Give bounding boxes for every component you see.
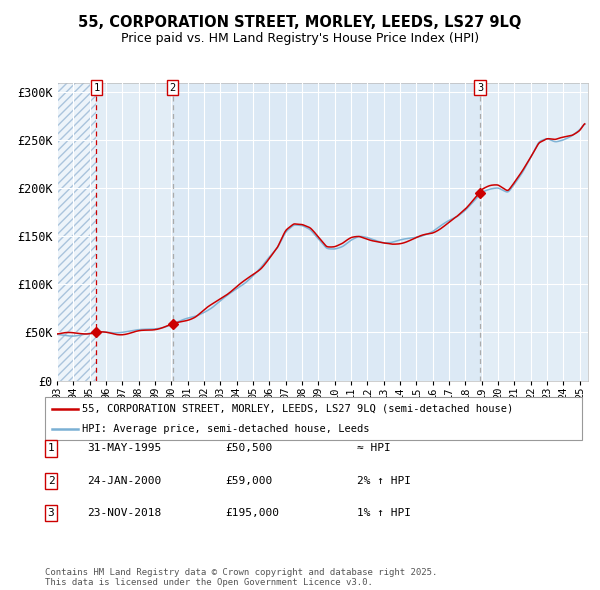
Text: 2: 2: [169, 83, 176, 93]
Text: £59,000: £59,000: [225, 476, 272, 486]
Bar: [480, 83, 588, 381]
Text: 24-JAN-2000: 24-JAN-2000: [87, 476, 161, 486]
Bar: [57, 83, 97, 381]
Bar: [57, 83, 97, 381]
Text: 1% ↑ HPI: 1% ↑ HPI: [357, 509, 411, 518]
Text: Price paid vs. HM Land Registry's House Price Index (HPI): Price paid vs. HM Land Registry's House …: [121, 32, 479, 45]
Text: 3: 3: [477, 83, 483, 93]
Text: £50,500: £50,500: [225, 444, 272, 453]
Text: ≈ HPI: ≈ HPI: [357, 444, 391, 453]
Text: £195,000: £195,000: [225, 509, 279, 518]
Text: Contains HM Land Registry data © Crown copyright and database right 2025.
This d: Contains HM Land Registry data © Crown c…: [45, 568, 437, 587]
Text: 55, CORPORATION STREET, MORLEY, LEEDS, LS27 9LQ: 55, CORPORATION STREET, MORLEY, LEEDS, L…: [79, 15, 521, 30]
Text: 1: 1: [93, 83, 100, 93]
Text: 1: 1: [47, 444, 55, 453]
Text: 2% ↑ HPI: 2% ↑ HPI: [357, 476, 411, 486]
Text: HPI: Average price, semi-detached house, Leeds: HPI: Average price, semi-detached house,…: [82, 424, 370, 434]
Text: 31-MAY-1995: 31-MAY-1995: [87, 444, 161, 453]
Text: 55, CORPORATION STREET, MORLEY, LEEDS, LS27 9LQ (semi-detached house): 55, CORPORATION STREET, MORLEY, LEEDS, L…: [82, 404, 514, 414]
Text: 23-NOV-2018: 23-NOV-2018: [87, 509, 161, 518]
Text: 3: 3: [47, 509, 55, 518]
Bar: [97, 83, 173, 381]
Text: 2: 2: [47, 476, 55, 486]
